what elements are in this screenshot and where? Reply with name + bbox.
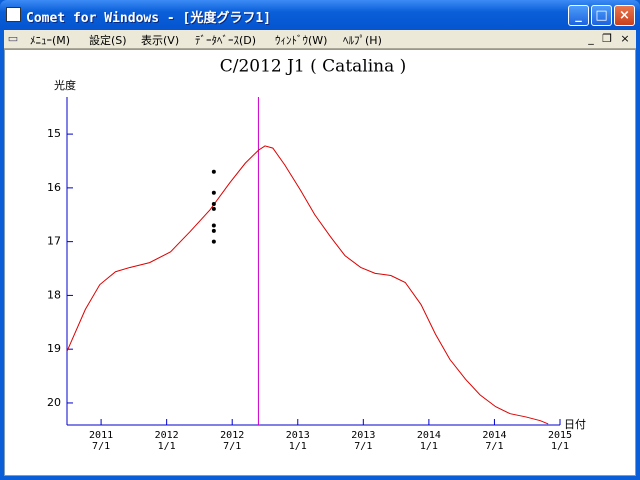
menu-item[interactable]: ﾃﾞｰﾀﾍﾞｰｽ(D) [195,34,257,47]
y-tick-label: 15 [47,127,61,140]
maximize-button[interactable]: □ [591,5,612,26]
minimize-button[interactable]: _ [568,5,589,26]
x-tick-label: 2012 7/1 [220,430,245,452]
x-tick-label: 2014 1/1 [416,430,441,452]
chart-title: C/2012 J1 ( Catalina ) [220,57,407,77]
client-area [4,49,636,476]
observation-point [211,239,216,244]
x-tick-label: 2014 7/1 [482,430,507,452]
x-tick-label: 2011 7/1 [89,430,114,452]
title-bar: Comet for Windows - [光度グラフ1] _ □ × [0,0,640,30]
y-tick-label: 18 [47,288,61,301]
y-tick-label: 20 [47,396,61,409]
observation-point [211,202,216,207]
mdi-minimize[interactable]: _ [588,32,594,45]
mdi-icon[interactable]: ▭ [7,32,19,45]
x-tick-label: 2012 1/1 [154,430,179,452]
y-tick-label: 17 [47,235,61,248]
menu-item[interactable]: ﾒﾆｭｰ(M) [30,34,71,47]
window-title: Comet for Windows - [光度グラフ1] [26,11,272,26]
x-tick-label: 2013 1/1 [285,430,310,452]
light-curve [66,145,549,425]
y-tick-label: 19 [47,342,61,355]
menu-bar: ▭ _ ❐ × ﾒﾆｭｰ(M) 設定(S) 表示(V) ﾃﾞｰﾀﾍﾞｰｽ(D) ｳｨﾝﾄ… [4,30,636,49]
mdi-restore[interactable]: ❐ [602,32,612,45]
mdi-close[interactable]: × [620,32,630,45]
menu-item[interactable]: 表示(V) [141,34,180,47]
y-tick-label: 16 [47,181,61,194]
x-axis-label: 日付 [564,418,586,431]
observation-point [211,190,216,195]
observation-point [211,223,216,228]
menu-item[interactable]: ﾍﾙﾌﾟ(H) [343,34,382,47]
app-icon [6,7,21,22]
y-axis-label: 光度 [54,78,76,92]
menu-item[interactable]: ｳｨﾝﾄﾞｳ(W) [275,34,328,47]
close-button[interactable]: × [614,5,635,26]
menu-item[interactable]: 設定(S) [89,34,127,47]
observation-point [211,228,216,233]
x-tick-label: 2013 7/1 [351,430,376,452]
observation-point [211,169,216,174]
observation-point [211,206,216,211]
x-tick-label: 2015 1/1 [547,430,573,452]
